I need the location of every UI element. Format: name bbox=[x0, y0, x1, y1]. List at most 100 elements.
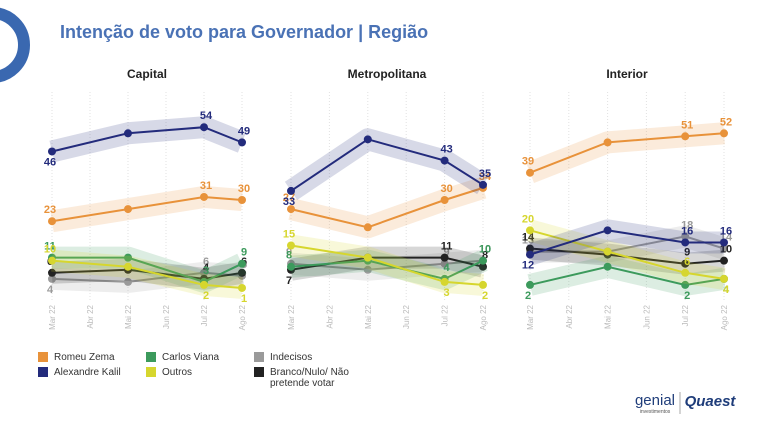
legend-label: Outros bbox=[162, 367, 193, 378]
logo-genial: genial bbox=[635, 392, 675, 409]
data-point bbox=[526, 244, 534, 253]
x-tick-label: Mar 22 bbox=[526, 304, 535, 329]
data-point bbox=[720, 238, 728, 247]
data-point bbox=[479, 256, 487, 265]
logo-genial-sub: investimentos bbox=[640, 409, 671, 415]
data-label: 1 bbox=[241, 293, 247, 305]
legend-item: Outros bbox=[146, 367, 254, 389]
data-point bbox=[681, 280, 690, 289]
data-label: 16 bbox=[681, 225, 693, 237]
data-point bbox=[238, 268, 246, 277]
x-tick-label: Ago 22 bbox=[479, 304, 488, 330]
data-point bbox=[526, 280, 534, 289]
series-line bbox=[529, 247, 725, 265]
data-label: 4 bbox=[203, 262, 210, 274]
x-tick-label: Ago 22 bbox=[720, 304, 729, 330]
data-point bbox=[440, 156, 449, 165]
data-point bbox=[681, 259, 690, 268]
legend-item: Romeu Zema bbox=[38, 352, 146, 363]
series-line bbox=[51, 268, 243, 280]
data-label: 54 bbox=[200, 110, 213, 122]
legend-swatch bbox=[254, 352, 264, 362]
data-point bbox=[479, 180, 487, 189]
data-point bbox=[363, 265, 372, 274]
x-tick-label: Jun 22 bbox=[642, 304, 651, 329]
data-point bbox=[124, 253, 132, 262]
legend-item: Branco/Nulo/ Não pretende votar bbox=[254, 367, 394, 389]
data-label: 7 bbox=[286, 275, 292, 287]
data-label: 2 bbox=[684, 290, 690, 302]
legend-label: Branco/Nulo/ Não pretende votar bbox=[270, 367, 349, 389]
data-point bbox=[238, 196, 246, 204]
legend: Romeu Zema Carlos Viana Indecisos Alexandre… bbox=[38, 352, 398, 389]
data-label: 30 bbox=[238, 183, 250, 195]
data-point bbox=[440, 196, 449, 204]
legend-label: Indecisos bbox=[270, 352, 313, 363]
x-tick-label: Abr 22 bbox=[565, 304, 574, 328]
data-label: 15 bbox=[283, 229, 295, 241]
x-tick-label: Jul 22 bbox=[200, 304, 209, 326]
data-point bbox=[48, 147, 56, 156]
data-point bbox=[287, 186, 295, 195]
data-label: 16 bbox=[720, 225, 732, 237]
series-line bbox=[529, 229, 724, 256]
data-point bbox=[200, 280, 208, 289]
legend-item: Alexandre Kalil bbox=[38, 367, 146, 389]
data-point bbox=[48, 274, 56, 283]
x-tick-label: Mai 22 bbox=[604, 304, 613, 329]
data-point bbox=[681, 132, 690, 141]
series-line bbox=[290, 244, 484, 286]
logo-quaest: Quaest bbox=[685, 393, 737, 410]
legend-item: Carlos Viana bbox=[146, 352, 254, 363]
data-label: 6 bbox=[203, 256, 209, 268]
data-point bbox=[603, 247, 612, 256]
data-label: 13 bbox=[522, 235, 534, 247]
legend-item: Indecisos bbox=[254, 352, 394, 363]
data-label: 4 bbox=[723, 284, 730, 296]
data-point bbox=[124, 129, 132, 138]
data-point bbox=[681, 268, 690, 277]
data-point bbox=[200, 268, 208, 277]
legend-swatch bbox=[38, 352, 48, 362]
data-label: 30 bbox=[440, 183, 452, 195]
data-point bbox=[720, 129, 728, 138]
logo-ring bbox=[0, 7, 30, 83]
data-point bbox=[479, 280, 487, 289]
data-label: 2 bbox=[203, 290, 209, 302]
series-line bbox=[290, 186, 484, 229]
x-tick-label: Mar 22 bbox=[287, 304, 296, 329]
data-label: 46 bbox=[44, 156, 56, 168]
data-label: 10 bbox=[479, 244, 491, 256]
data-label: 43 bbox=[440, 144, 452, 156]
legend-swatch bbox=[146, 352, 156, 362]
data-label: 51 bbox=[681, 119, 693, 131]
data-label: 23 bbox=[44, 204, 56, 216]
data-point bbox=[720, 274, 728, 283]
data-point bbox=[440, 277, 449, 286]
series-line bbox=[51, 271, 243, 283]
data-point bbox=[720, 244, 728, 253]
data-point bbox=[440, 259, 449, 268]
legend-label: Romeu Zema bbox=[54, 352, 115, 363]
data-point bbox=[720, 256, 728, 265]
data-label: 2 bbox=[525, 290, 531, 302]
data-point bbox=[48, 268, 56, 277]
page-title: Intenção de voto para Governador | Regiã… bbox=[60, 22, 428, 42]
data-label: 10 bbox=[479, 244, 491, 256]
data-point bbox=[681, 232, 690, 241]
panel-title: Interior bbox=[606, 67, 648, 81]
legend-label: Carlos Viana bbox=[162, 352, 220, 363]
data-point bbox=[287, 241, 295, 250]
x-tick-label: Jun 22 bbox=[162, 304, 171, 329]
data-point bbox=[238, 259, 246, 268]
data-label: 27 bbox=[283, 192, 295, 204]
data-label: 12 bbox=[522, 260, 534, 272]
data-label: 6 bbox=[684, 256, 690, 268]
data-label: 31 bbox=[200, 180, 212, 192]
data-label: 34 bbox=[479, 171, 492, 183]
series-line bbox=[529, 132, 725, 174]
data-label: 18 bbox=[681, 219, 693, 231]
data-point bbox=[363, 135, 372, 144]
data-label: 4 bbox=[47, 284, 54, 296]
